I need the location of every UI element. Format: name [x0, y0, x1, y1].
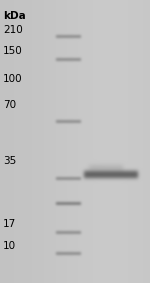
Text: 150: 150 [3, 46, 23, 56]
Text: 10: 10 [3, 241, 16, 251]
Text: 210: 210 [3, 25, 23, 35]
Text: kDa: kDa [3, 11, 26, 21]
Text: 17: 17 [3, 218, 16, 229]
Text: 100: 100 [3, 74, 23, 84]
Text: 35: 35 [3, 156, 16, 166]
Text: 70: 70 [3, 100, 16, 110]
